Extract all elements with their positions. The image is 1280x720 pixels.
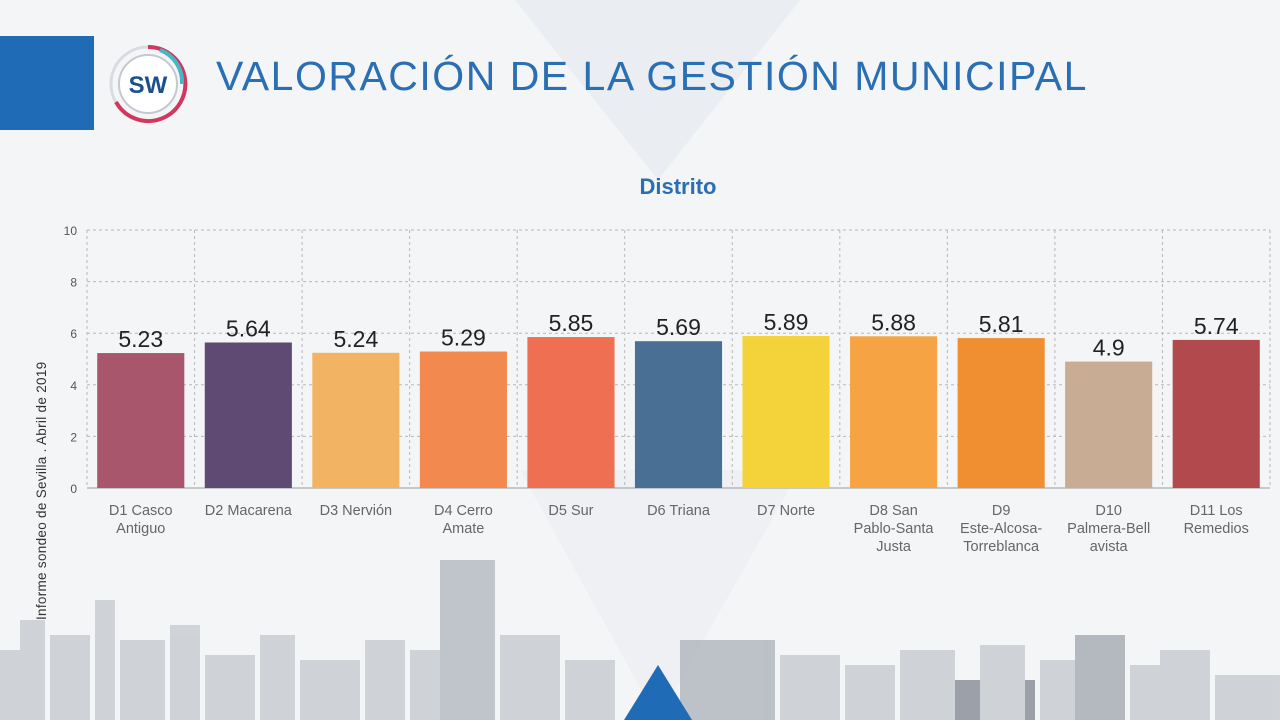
- x-tick-label: D2 Macarena: [205, 503, 293, 519]
- bar-8: [850, 336, 938, 488]
- bar-1: [97, 353, 185, 488]
- x-tick-label: D6 Triana: [647, 503, 711, 519]
- x-tick-label: D4 Cerro Amate: [434, 503, 493, 537]
- x-tick-label: D3 Nervión: [320, 503, 393, 519]
- bar-6: [634, 341, 723, 488]
- y-tick-label: 0: [70, 482, 77, 496]
- bar-7: [742, 336, 830, 488]
- y-tick-label: 10: [64, 224, 78, 238]
- data-label: 4.9: [1093, 335, 1125, 361]
- x-tick-label: D1 Casco Antiguo: [109, 503, 173, 537]
- x-tick-label: D8 San Pablo-Santa Justa: [854, 503, 935, 555]
- x-tick-label: D5 Sur: [548, 503, 593, 519]
- data-label: 5.85: [549, 310, 594, 336]
- data-label: 5.81: [979, 311, 1024, 337]
- bar-10: [1065, 361, 1153, 488]
- bar-11: [1172, 339, 1260, 488]
- sw-logo: SW: [109, 44, 188, 123]
- y-tick-label: 2: [70, 430, 77, 444]
- chart-title: Distrito: [640, 174, 717, 199]
- page-title: VALORACIÓN DE LA GESTIÓN MUNICIPAL: [216, 53, 1088, 99]
- y-tick-label: 6: [70, 327, 77, 341]
- data-label: 5.23: [118, 326, 163, 352]
- accent-block: [0, 36, 94, 130]
- data-label: 5.88: [871, 309, 916, 335]
- data-label: 5.74: [1194, 313, 1239, 339]
- y-tick-label: 4: [70, 379, 77, 393]
- x-tick-label: D10 Palmera-Bell avista: [1067, 503, 1150, 555]
- data-label: 5.64: [226, 315, 271, 341]
- data-label: 5.29: [441, 325, 486, 351]
- x-tick-label: D9 Este-Alcosa-Torreblanca: [960, 503, 1042, 555]
- city-skyline-image: [0, 560, 1280, 720]
- y-tick-label: 8: [70, 276, 77, 290]
- data-label: 5.69: [656, 314, 701, 340]
- data-label: 5.89: [764, 309, 809, 335]
- bar-3: [312, 352, 400, 488]
- bar-4: [419, 351, 507, 488]
- x-tick-label: D11 Los Remedios: [1184, 503, 1249, 537]
- bar-2: [204, 342, 292, 488]
- bar-5: [527, 337, 615, 488]
- x-tick-label: D7 Norte: [757, 503, 815, 519]
- data-label: 5.24: [333, 326, 378, 352]
- bar-9: [957, 338, 1045, 488]
- logo-text: SW: [129, 72, 168, 99]
